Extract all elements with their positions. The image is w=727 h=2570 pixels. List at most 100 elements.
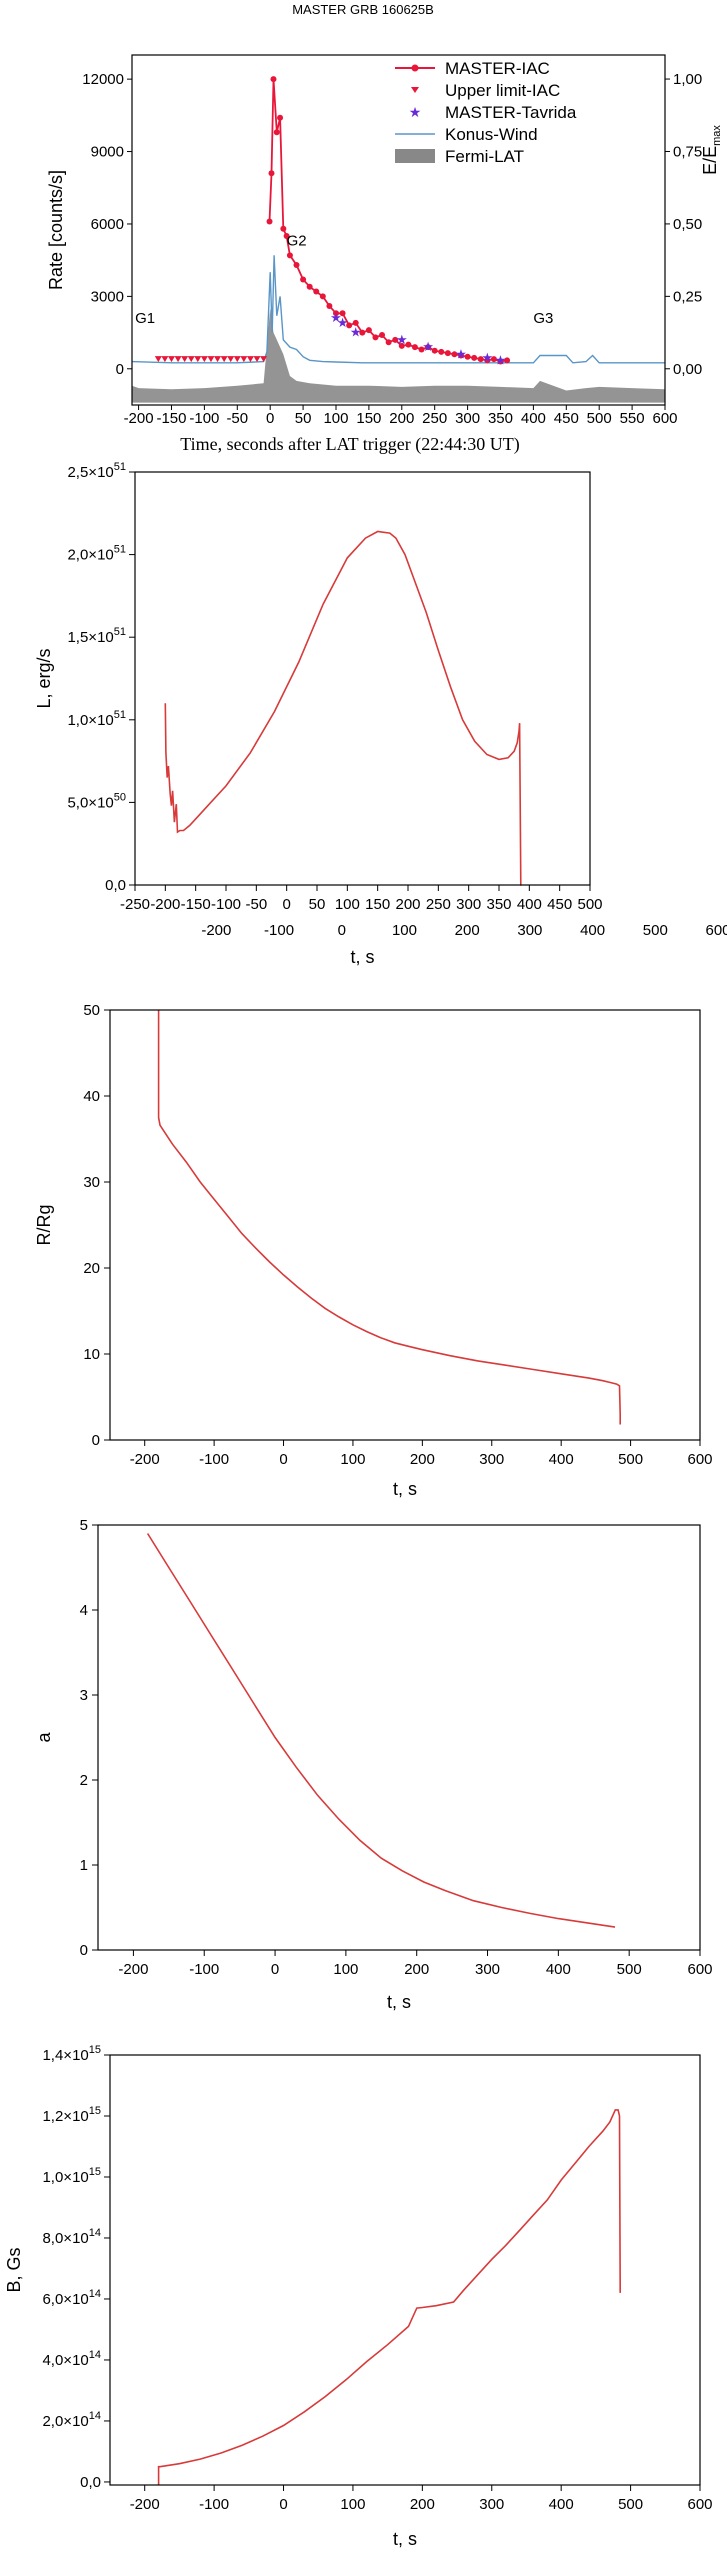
master-iac-point (332, 310, 339, 317)
y-tick-label: 0 (80, 1942, 88, 1959)
upper-limit-point (260, 356, 268, 363)
master-iac-point (425, 344, 432, 351)
y-tick-label: 3 (80, 1687, 88, 1704)
series-curve (157, 1010, 621, 1425)
master-tavrida-point: ★ (482, 351, 494, 366)
y-tick-label: 1,5×1051 (67, 626, 126, 646)
x-tick-label: 100 (323, 410, 348, 427)
x-tick-label: 400 (549, 1451, 574, 1468)
x-tick-label: 400 (521, 410, 546, 427)
annotation-g3: G3 (533, 310, 553, 327)
master-iac-point (270, 76, 277, 83)
master-iac-point (319, 293, 326, 300)
y-right-tick-label: 0,75 (673, 143, 702, 160)
master-iac-point (326, 303, 333, 310)
x-tick-label: -100 (189, 1961, 219, 1978)
x-tick-label: 200 (395, 896, 420, 913)
x-tick-label: -200 (150, 896, 180, 913)
chart-title: MASTER GRB 160625B (292, 2, 434, 17)
x-tick-label: 600 (687, 2496, 712, 2513)
master-iac-point (280, 225, 287, 232)
y-right-tick-label: 0,00 (673, 361, 702, 378)
master-iac-point (266, 218, 273, 225)
x-tick-label: 50 (309, 896, 326, 913)
series-curve (164, 530, 522, 886)
annotation-g2: G2 (287, 233, 307, 250)
upper-limit-point (253, 356, 261, 363)
x-tick-label: 500 (618, 1451, 643, 1468)
master-iac-point (283, 233, 290, 240)
x-tick-label: 150 (365, 896, 390, 913)
x-tick-label: 600 (652, 410, 677, 427)
x-tick-label: 400 (517, 896, 542, 913)
legend-tavrida-marker: ★ (409, 105, 422, 121)
y-tick-label: 20 (83, 1260, 100, 1277)
master-tavrida-point: ★ (396, 333, 408, 348)
master-iac-point (339, 310, 346, 317)
upper-limit-point (240, 356, 248, 363)
master-iac-point (398, 342, 405, 349)
panel-magnetic-field: -200 -100 0 100 200 300 400 500 600 0,0 2,0×1014 4,… (0, 2040, 727, 2570)
y-tick-label: 1 (80, 1857, 88, 1874)
upper-limit-point (233, 356, 241, 363)
x-tick-label: 200 (404, 1961, 429, 1978)
y-tick-label: 0 (92, 1432, 100, 1449)
plot-frame (109, 2054, 701, 2486)
master-iac-point (504, 357, 511, 364)
y-axis-label: Rate [counts/s] (46, 170, 66, 290)
plot-frame (97, 1524, 701, 1951)
x-tick-label-lower: 200 (455, 922, 480, 939)
x-tick-label: 300 (479, 2496, 504, 2513)
chart-magnetic-field: -200 -100 0 100 200 300 400 500 600 0,0 2,0×1014 4,… (4, 2044, 713, 2549)
x-tick-label: 100 (340, 1451, 365, 1468)
series-curve (157, 2109, 621, 2485)
y-tick-label: 40 (83, 1088, 100, 1105)
y-axis-label: B, Gs (4, 2247, 24, 2292)
x-tick-label: 150 (356, 410, 381, 427)
master-tavrida-point: ★ (337, 316, 349, 331)
chart-spin: -200 -100 0 100 200 300 400 500 600 0 1 2 3 4 5 t, s a (34, 1517, 713, 2012)
x-tick-label: -50 (245, 896, 267, 913)
x-tick-label: 300 (456, 896, 481, 913)
master-iac-point (306, 283, 313, 290)
chart-luminosity: -250 -200 -150 -100 -50 0 50 100 150 200 250 300 350… (34, 461, 727, 967)
upper-limit-point (161, 356, 169, 363)
panel-radius: -200 -100 0 100 200 300 400 500 600 0 10 20 30 40 50 t,… (0, 995, 727, 1510)
master-iac-point (346, 322, 353, 329)
x-tick-label: -200 (124, 410, 154, 427)
legend-fermi-lat-label: Fermi-LAT (445, 147, 524, 166)
x-tick-label: -100 (199, 2496, 229, 2513)
upper-limit-point (246, 356, 254, 363)
chart-radius: -200 -100 0 100 200 300 400 500 600 0 10 20 30 40 50 t,… (34, 1002, 713, 1499)
legend-konus-wind-label: Konus-Wind (445, 125, 538, 144)
master-iac-point (444, 350, 451, 357)
y-tick-label: 3000 (91, 288, 124, 305)
x-tick-label: 100 (335, 896, 360, 913)
x-tick-label: -100 (199, 1451, 229, 1468)
master-iac-point (268, 170, 275, 177)
panel-spin: -200 -100 0 100 200 300 400 500 600 0 1 2 3 4 5 t, s a (0, 1510, 727, 2040)
x-tick-label: 0 (271, 1961, 279, 1978)
x-tick-label: 200 (410, 1451, 435, 1468)
x-tick-label: 100 (333, 1961, 358, 1978)
y-tick-label: 4,0×1014 (42, 2349, 101, 2369)
x-tick-label-lower: -100 (264, 922, 294, 939)
plot-frame (131, 54, 666, 406)
y-tick-label: 5,0×1050 (67, 791, 126, 811)
y-axis-label: a (34, 1732, 54, 1743)
legend-master-iac-marker (411, 64, 419, 72)
x-tick-label: 450 (554, 410, 579, 427)
master-iac-point (431, 347, 438, 354)
y-tick-label: 0 (116, 361, 124, 378)
y-tick-label: 5 (80, 1517, 88, 1534)
x-tick-label-lower: 600 (705, 922, 727, 939)
x-tick-label: 450 (547, 896, 572, 913)
y-right-tick-label: 0,50 (673, 216, 702, 233)
legend-upper-limit-label: Upper limit-IAC (445, 81, 560, 100)
master-iac-point (365, 327, 372, 334)
y-tick-label: 9000 (91, 144, 124, 161)
x-tick-label: 600 (687, 1451, 712, 1468)
x-tick-label: 0 (282, 896, 290, 913)
x-tick-label: 550 (620, 410, 645, 427)
series-curve (146, 1533, 616, 1928)
